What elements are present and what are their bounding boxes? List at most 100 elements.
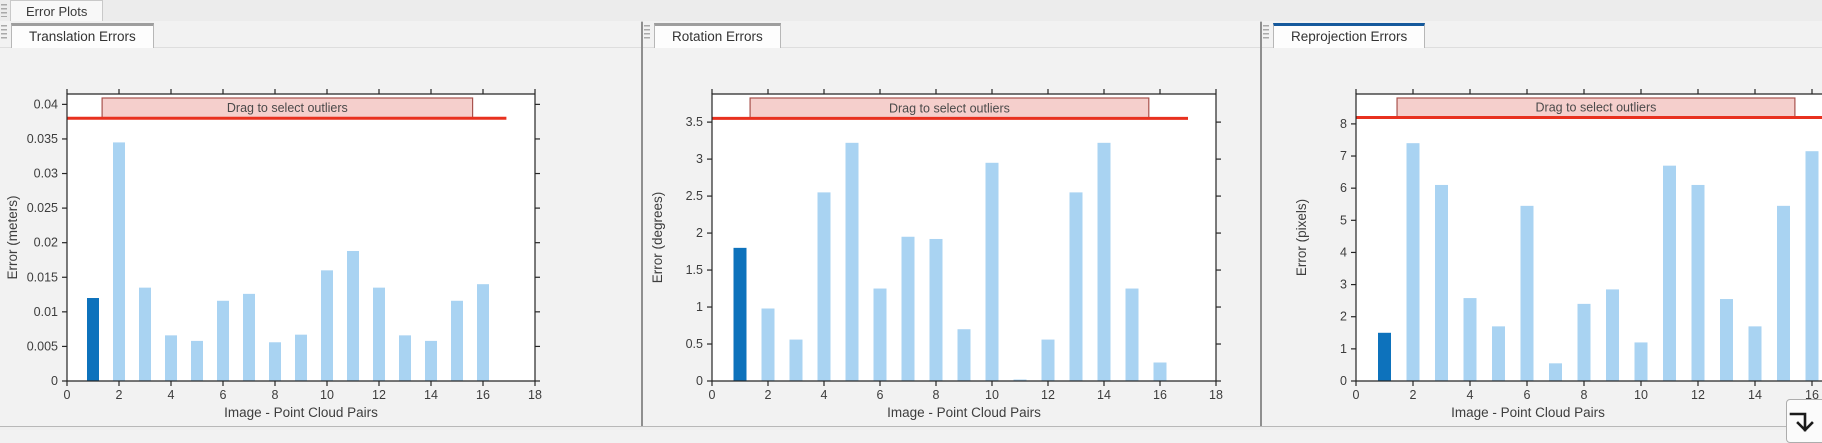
y-tick-label: 2 [1340,310,1347,324]
bar[interactable] [1663,165,1676,381]
download-arrow-icon [1789,412,1814,432]
x-tick-label: 6 [877,388,884,402]
bar[interactable] [1777,205,1790,381]
bar[interactable] [845,142,859,381]
bar[interactable] [321,270,333,381]
panel-rotation-errors: Rotation Errors Drag to select outliers 0… [643,21,1260,430]
panel-tab-bar: Translation Errors [0,22,641,48]
y-tick-label: 0.5 [686,337,703,351]
bar[interactable] [477,284,489,381]
bar[interactable] [1406,143,1420,381]
y-tick-label: 7 [1340,149,1347,163]
panel-grip-icon[interactable] [644,25,650,39]
x-tick-label: 10 [1634,388,1648,402]
bar[interactable] [1013,379,1027,381]
y-tick-label: 0.02 [34,236,58,250]
x-tick-label: 8 [933,388,940,402]
bar[interactable] [347,250,359,381]
tab-translation-errors[interactable]: Translation Errors [11,23,154,48]
tab-reprojection-errors[interactable]: Reprojection Errors [1273,23,1426,48]
y-tick-label: 6 [1340,181,1347,195]
bar[interactable] [873,288,887,381]
x-tick-label: 14 [1748,388,1762,402]
bar[interactable] [957,329,971,381]
bar[interactable] [113,142,125,381]
bar[interactable] [1492,326,1505,381]
bar[interactable] [929,238,943,381]
tab-reprojection-errors-label: Reprojection Errors [1291,29,1408,44]
x-tick-label: 12 [372,388,386,402]
bar[interactable] [191,340,203,381]
bar[interactable] [1125,288,1139,381]
y-tick-label: 0.04 [34,97,58,111]
x-tick-label: 12 [1041,388,1055,402]
bar[interactable] [1463,298,1477,381]
bar[interactable] [1577,303,1591,381]
bar[interactable] [789,339,803,381]
bar[interactable] [1153,362,1167,381]
y-axis-label: Error (meters) [5,196,20,280]
y-tick-label: 1 [696,300,703,314]
panel-divider[interactable] [641,22,643,430]
bar[interactable] [1606,289,1619,381]
band-label: Drag to select outliers [889,101,1010,115]
bar[interactable] [1520,205,1534,381]
y-tick-label: 0 [696,374,703,388]
bar[interactable] [269,342,281,381]
translation-errors-chart: Drag to select outliers 0 2 4 6 8 10 12 14 16 18 0 0… [5,89,542,420]
bar[interactable] [1549,363,1562,381]
tab-rotation-errors-label: Rotation Errors [672,29,763,44]
tab-rotation-errors[interactable]: Rotation Errors [654,23,781,48]
bar[interactable] [1435,184,1448,381]
x-tick-label: 16 [476,388,490,402]
bar-selected[interactable] [733,247,747,381]
bar[interactable] [373,287,385,381]
bar[interactable] [165,335,177,381]
band-label: Drag to select outliers [1536,100,1657,114]
bar[interactable] [1069,192,1083,381]
window-bottom-edge [0,426,1822,430]
bar[interactable] [425,340,437,381]
bar[interactable] [1720,299,1733,381]
bar[interactable] [399,335,411,381]
x-tick-label: 2 [765,388,772,402]
x-tick-label: 6 [220,388,227,402]
bar-selected[interactable] [87,298,99,381]
panel-grip-icon[interactable] [1263,25,1269,39]
panel-grip-icon[interactable] [1,25,7,39]
bar[interactable] [1691,184,1705,381]
panel-divider[interactable] [1260,22,1262,430]
x-tick-label: 12 [1691,388,1705,402]
y-tick-label: 0.015 [27,270,58,284]
bar[interactable] [217,300,229,381]
export-button[interactable] [1786,399,1822,443]
x-tick-label: 14 [424,388,438,402]
x-axis-label: Image - Point Cloud Pairs [1451,405,1605,420]
x-tick-label: 8 [272,388,279,402]
bar[interactable] [243,293,255,381]
bar[interactable] [761,308,775,381]
tab-translation-errors-label: Translation Errors [29,29,136,44]
bar[interactable] [901,236,915,381]
x-tick-label: 4 [1467,388,1474,402]
panel-translation-errors: Translation Errors Drag to select outlie… [0,21,641,430]
bar[interactable] [139,287,151,381]
y-tick-label: 8 [1340,117,1347,131]
axes-box [1355,93,1822,382]
tab-error-plots[interactable]: Error Plots [10,0,104,22]
x-tick-label: 0 [64,388,71,402]
bar[interactable] [1805,151,1819,381]
y-tick-label: 1 [1340,342,1347,356]
y-tick-label: 0 [1340,374,1347,388]
bar[interactable] [1634,342,1648,381]
bar[interactable] [295,334,307,381]
bar-selected[interactable] [1378,332,1391,381]
bar[interactable] [451,300,463,381]
bar[interactable] [985,162,999,381]
tabbar-grip-icon[interactable] [1,4,7,17]
y-tick-label: 0 [51,374,58,388]
bar[interactable] [1097,142,1111,381]
bar[interactable] [817,192,831,381]
bar[interactable] [1041,339,1055,381]
bar[interactable] [1748,326,1762,381]
